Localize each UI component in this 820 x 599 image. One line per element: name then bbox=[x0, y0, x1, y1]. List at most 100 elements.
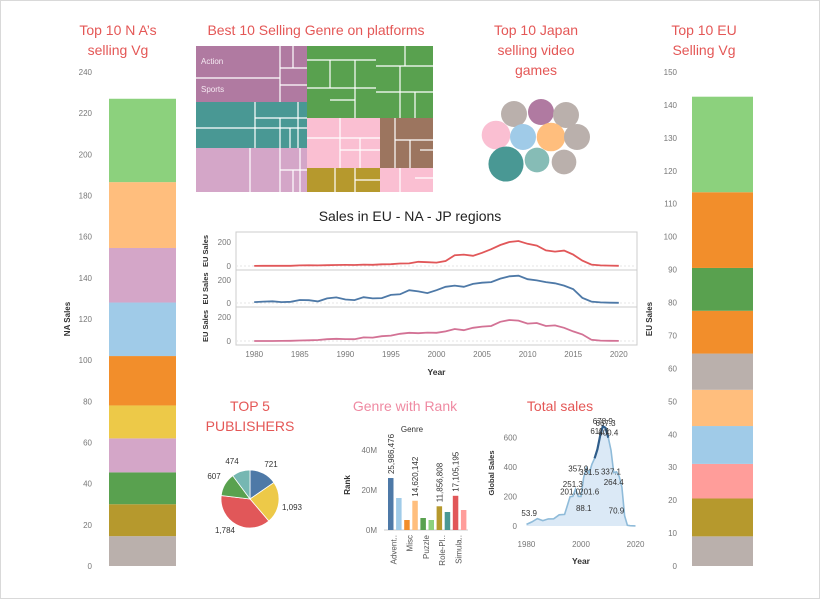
slice-label: 474 bbox=[225, 457, 239, 466]
y-tick-label: 30 bbox=[668, 463, 677, 472]
bar bbox=[412, 500, 418, 530]
y-axis-label: EU Sales bbox=[201, 235, 210, 267]
bar-segment bbox=[692, 463, 753, 499]
x-tick-label: 1995 bbox=[382, 350, 400, 359]
y-tick-label: 140 bbox=[664, 101, 678, 110]
y-tick-label: 120 bbox=[79, 315, 93, 324]
y-tick-label: 40 bbox=[668, 430, 677, 439]
y-tick-label: 0 bbox=[673, 562, 678, 571]
bar-segment bbox=[692, 498, 753, 537]
bar-segment bbox=[109, 405, 176, 439]
y-tick-label: 20M bbox=[361, 486, 377, 495]
eu-sales-stacked-bar: 0 10 20 30 40 50 60 70 80 90 100 110 120 130 140 150 EU … bbox=[645, 68, 753, 571]
publishers-pie-chart: 721 1,093 1,784 607 474 bbox=[207, 457, 302, 535]
y-tick-label: 0 bbox=[227, 337, 232, 346]
peak-line bbox=[593, 424, 610, 459]
y-tick-label: 50 bbox=[668, 397, 677, 406]
genre-header: Genre bbox=[401, 425, 424, 434]
series-line bbox=[254, 274, 619, 304]
na-chart-title: Top 10 N A’s selling Vg bbox=[79, 22, 157, 58]
bar-segment bbox=[109, 302, 176, 357]
data-label: 600.4 bbox=[598, 429, 619, 438]
y-tick-label: 200 bbox=[218, 276, 232, 285]
data-label: 201.6 bbox=[579, 487, 600, 496]
category-label: Puzzle bbox=[422, 534, 431, 559]
data-label: 201.0 bbox=[560, 487, 581, 496]
x-tick-label: 1985 bbox=[291, 350, 309, 359]
data-label: 667.3 bbox=[596, 419, 617, 428]
data-label: 337.1 bbox=[601, 467, 622, 476]
y-tick-label: 40M bbox=[361, 446, 377, 455]
pie-slice bbox=[232, 469, 251, 501]
bar-segment bbox=[109, 356, 176, 406]
bar bbox=[452, 495, 459, 530]
bar-segment bbox=[109, 472, 176, 505]
regions-chart-title: Sales in EU - NA - JP regions bbox=[318, 208, 502, 224]
genre-rank-bar-chart: Genre 0M 20M 40M Rank 25,986,476 14,620,142 11,… bbox=[343, 425, 468, 566]
bar bbox=[444, 512, 451, 530]
na-sales-stacked-bar: 0 20 40 60 80 100 120 140 160 180 200 220 240 NA Sale… bbox=[63, 68, 176, 571]
y-tick-label: 70 bbox=[668, 331, 677, 340]
bubble bbox=[501, 101, 527, 127]
y-axis-label: NA Sales bbox=[63, 301, 72, 336]
bubble bbox=[524, 147, 550, 173]
series-line bbox=[254, 240, 619, 267]
y-axis-label: EU Sales bbox=[201, 310, 210, 342]
treemap-title: Best 10 Selling Genre on platforms bbox=[207, 22, 425, 38]
x-tick-label: 2005 bbox=[473, 350, 491, 359]
y-tick-label: 240 bbox=[79, 68, 93, 77]
treemap-label-sports: Sports bbox=[201, 85, 224, 94]
bubble bbox=[553, 102, 579, 128]
bar-value-label: 25,986,476 bbox=[387, 433, 396, 474]
bubble bbox=[481, 120, 511, 150]
data-label: 88.1 bbox=[576, 504, 592, 513]
y-axis-label: EU Sales bbox=[201, 272, 210, 304]
y-tick-label: 120 bbox=[664, 167, 678, 176]
y-tick-label: 0 bbox=[513, 522, 518, 531]
y-tick-label: 20 bbox=[668, 496, 677, 505]
treemap-block bbox=[307, 46, 376, 118]
bubble bbox=[488, 146, 524, 182]
bar-segment bbox=[692, 389, 753, 427]
bubble bbox=[528, 99, 554, 125]
bar bbox=[460, 510, 467, 530]
y-axis-label: EU Sales bbox=[645, 301, 654, 336]
bubble bbox=[510, 124, 536, 150]
data-label: 53.9 bbox=[521, 509, 537, 518]
panel-frame bbox=[235, 231, 638, 346]
x-tick-label: 1980 bbox=[518, 540, 536, 549]
slice-label: 1,784 bbox=[215, 526, 236, 535]
y-tick-label: 0 bbox=[227, 299, 232, 308]
y-tick-label: 200 bbox=[218, 313, 232, 322]
y-tick-label: 600 bbox=[504, 434, 518, 443]
y-tick-label: 180 bbox=[79, 192, 93, 201]
y-tick-label: 20 bbox=[83, 521, 92, 530]
data-label: 251.3 bbox=[563, 480, 584, 489]
x-tick-label: 2020 bbox=[627, 540, 645, 549]
y-tick-label: 60 bbox=[668, 364, 677, 373]
publishers-chart-title: TOP 5 PUBLISHERS bbox=[205, 398, 295, 434]
data-label: 611.1 bbox=[590, 427, 610, 436]
x-tick-label: 1980 bbox=[245, 350, 263, 359]
y-tick-label: 40 bbox=[83, 480, 92, 489]
category-label: Misc bbox=[406, 535, 415, 551]
x-tick-label: 2010 bbox=[519, 350, 537, 359]
x-axis-label: Year bbox=[428, 367, 447, 377]
treemap-block bbox=[380, 118, 433, 168]
bar-segment bbox=[109, 247, 176, 303]
bar bbox=[388, 478, 394, 530]
category-label: Role-Pl.. bbox=[438, 535, 447, 566]
data-label: 331.5 bbox=[579, 468, 600, 477]
treemap-block bbox=[196, 46, 307, 102]
eu-chart-title: Top 10 EU Selling Vg bbox=[671, 22, 737, 58]
area-fill bbox=[526, 426, 636, 526]
category-label: Advent.. bbox=[390, 535, 399, 564]
bar-segment bbox=[692, 192, 753, 268]
bar-segment bbox=[692, 267, 753, 311]
series-line bbox=[254, 319, 619, 342]
bubble bbox=[536, 122, 566, 152]
treemap-block bbox=[380, 168, 433, 192]
bar bbox=[436, 506, 443, 530]
